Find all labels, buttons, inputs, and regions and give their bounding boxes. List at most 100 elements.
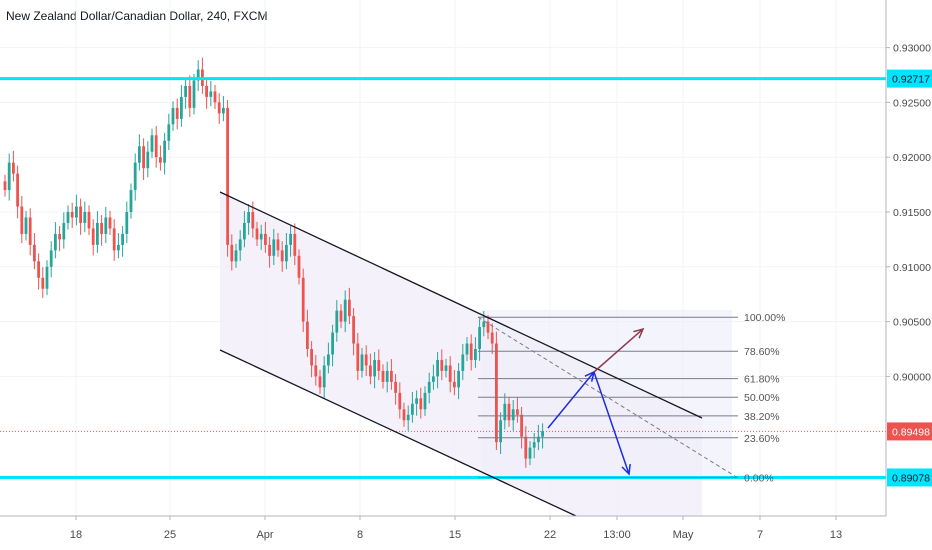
candle-91 <box>385 361 389 393</box>
axis-level-tag-1 <box>887 468 932 487</box>
candle-65 <box>276 232 280 257</box>
candle-13 <box>58 226 61 252</box>
fib-shade <box>482 310 732 478</box>
fib-label-4: 38.20% <box>744 411 780 423</box>
arrow-red-up <box>593 327 645 373</box>
price-axis: 0.93000 0.92500 0.92000 0.91500 0.91000 0.905… <box>885 0 932 550</box>
candle-body <box>486 321 490 333</box>
candle-101 <box>427 372 431 404</box>
candle-66 <box>280 241 284 272</box>
candle-body <box>537 436 540 443</box>
fib-label-6: 0.00% <box>744 472 774 484</box>
candle-70 <box>297 249 301 285</box>
axis-level-tag-0 <box>887 69 932 88</box>
candle-body <box>100 222 103 234</box>
candle-48 <box>205 78 208 109</box>
candle-107 <box>453 370 456 396</box>
candle-body <box>314 365 318 377</box>
price-tick-label-3: 0.91500 <box>893 207 931 219</box>
candle-body <box>121 233 124 245</box>
candle-body <box>45 266 49 289</box>
candle-51 <box>217 93 221 124</box>
candle-63 <box>268 236 271 268</box>
candle-90 <box>381 364 385 389</box>
candle-body <box>222 107 225 114</box>
price-tick-label-4: 0.91000 <box>893 262 931 274</box>
candle-body <box>448 365 452 382</box>
candle-body <box>406 414 410 421</box>
candles <box>3 57 544 468</box>
time-tick-label-7: May <box>673 529 694 541</box>
candle-119 <box>503 393 507 430</box>
candle-body <box>163 140 166 163</box>
candle-32 <box>138 134 141 171</box>
candle-body <box>58 233 61 240</box>
candle-body <box>209 91 213 97</box>
candle-body <box>79 206 82 223</box>
candle-body <box>411 403 414 415</box>
candle-44 <box>188 75 192 118</box>
candle-36 <box>154 126 158 168</box>
candle-58 <box>247 204 250 235</box>
channel-lines[interactable] <box>219 191 703 517</box>
candle-body <box>322 365 326 388</box>
candle-body <box>423 392 427 410</box>
candle-body <box>264 233 267 245</box>
candle-123 <box>520 406 523 449</box>
candle-95 <box>402 402 406 427</box>
candle-26 <box>112 219 116 261</box>
candle-104 <box>440 349 444 381</box>
candle-body <box>243 222 246 240</box>
candle-body <box>138 146 141 163</box>
candle-74 <box>314 354 318 386</box>
candle-103 <box>436 352 439 389</box>
candle-88 <box>373 352 376 389</box>
price-tick-label-5: 0.90500 <box>893 317 931 329</box>
candle-body <box>251 212 255 229</box>
candle-body <box>415 398 418 404</box>
candle-body <box>230 244 234 262</box>
time-tick-label-2: Apr <box>256 529 273 541</box>
candle-109 <box>461 343 465 381</box>
candle-body <box>104 217 108 234</box>
candle-108 <box>457 363 460 400</box>
candle-body <box>62 222 66 240</box>
candle-body <box>247 212 250 223</box>
candle-body <box>87 212 91 229</box>
candle-19 <box>83 201 87 233</box>
candle-45 <box>192 73 196 115</box>
price-tick-label-1: 0.92500 <box>893 97 931 109</box>
candle-body <box>453 381 456 388</box>
candle-body <box>24 217 28 234</box>
candle-89 <box>377 349 381 381</box>
candle-body <box>285 244 288 262</box>
candle-67 <box>285 233 288 270</box>
projection-arrows[interactable] <box>547 327 645 476</box>
candle-body <box>108 217 112 229</box>
channel-fill <box>220 192 732 516</box>
candle-46 <box>196 60 200 92</box>
time-axis: 18 25 Apr 8 15 22 13:00 May 7 13 <box>0 515 932 550</box>
candle-body <box>532 442 536 448</box>
fib-label-3: 50.00% <box>744 392 780 404</box>
candle-113 <box>478 319 481 361</box>
candle-body <box>352 316 355 344</box>
candle-body <box>154 135 158 158</box>
candle-body <box>465 343 469 355</box>
candle-body <box>16 173 19 207</box>
arrow-blue-up-shaft <box>547 371 595 429</box>
candle-14 <box>62 212 66 249</box>
candle-body <box>343 299 347 322</box>
candle-body <box>490 332 494 344</box>
candle-41 <box>175 98 179 130</box>
candle-body <box>171 107 175 125</box>
candle-body <box>159 157 162 163</box>
candle-body <box>516 409 519 415</box>
candle-body <box>495 343 498 443</box>
candle-body <box>146 151 150 169</box>
fibonacci-retracement[interactable]: 100.00% 78.60% 61.80% 50.00% 38.20% 23.60% 0.0… <box>477 312 785 484</box>
candle-body <box>37 261 40 278</box>
candle-body <box>180 96 183 119</box>
candle-3 <box>16 165 19 219</box>
